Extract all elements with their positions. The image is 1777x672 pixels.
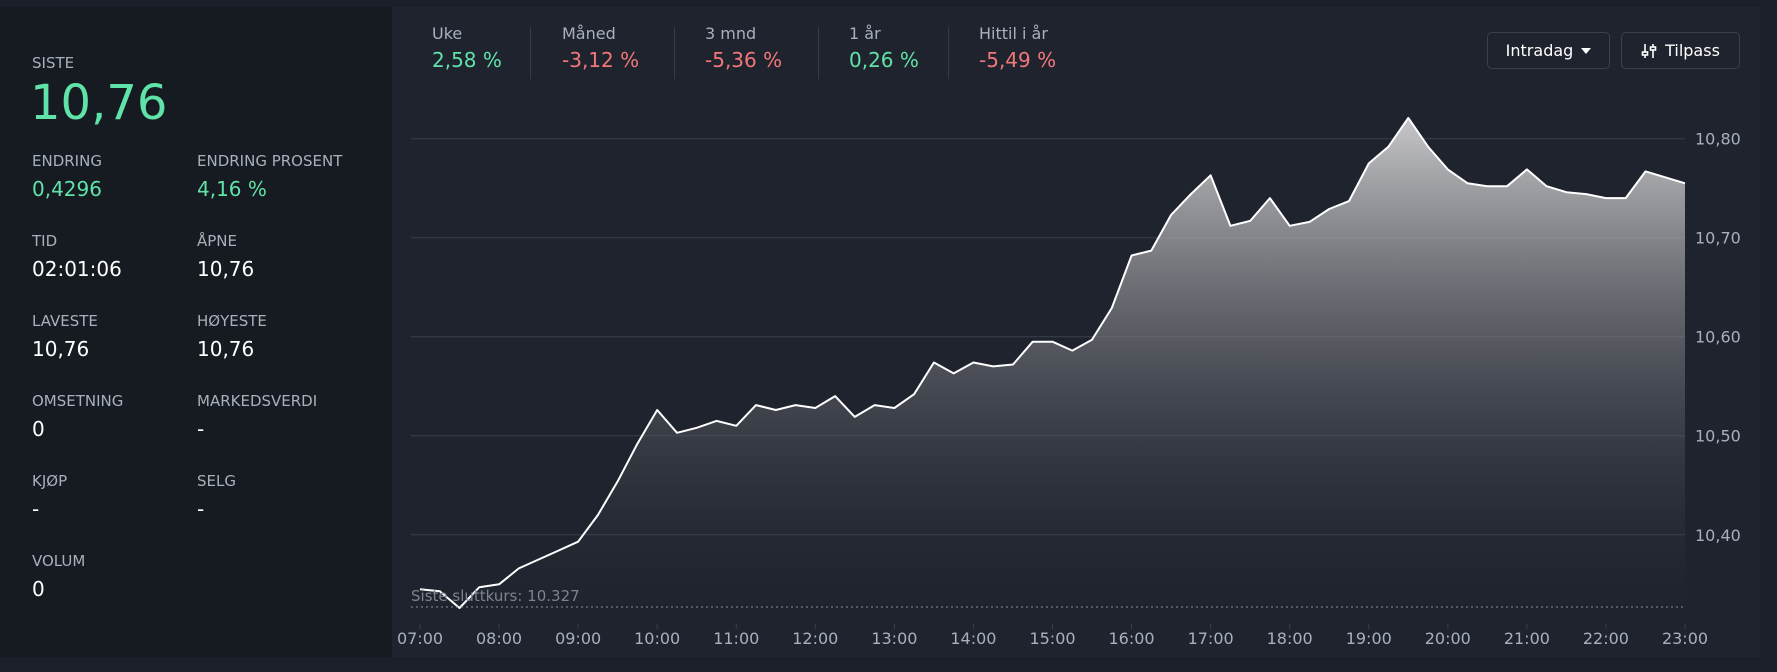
x-tick-label: 23:00: [1662, 629, 1708, 648]
x-tick-label: 11:00: [713, 629, 759, 648]
stat-label: MARKEDSVERDI: [197, 392, 318, 410]
y-tick-label: 10,60: [1695, 328, 1741, 347]
stat-label: VOLUM: [32, 552, 86, 570]
stat-value: 4,16 %: [197, 177, 267, 201]
stat-value: 02:01:06: [32, 257, 122, 281]
x-tick-label: 07:00: [397, 629, 443, 648]
stat-label: HØYESTE: [197, 312, 267, 330]
x-tick-label: 20:00: [1425, 629, 1471, 648]
x-tick-label: 13:00: [871, 629, 917, 648]
period-label: Uke: [432, 24, 463, 43]
separator: [948, 27, 949, 79]
stat-value: -: [32, 497, 40, 521]
period-value: -5,36 %: [705, 48, 783, 72]
range-button[interactable]: Intradag: [1487, 32, 1610, 69]
stat-label: TID: [32, 232, 58, 250]
last-value: 10,76: [30, 75, 168, 131]
customize-button[interactable]: Tilpass: [1621, 32, 1740, 69]
period-value: 2,58 %: [432, 48, 502, 72]
y-tick-label: 10,70: [1695, 229, 1741, 248]
area-fill: [420, 117, 1685, 613]
reference-label: Siste sluttkurs: 10.327: [411, 587, 580, 605]
x-tick-label: 12:00: [792, 629, 838, 648]
x-tick-label: 19:00: [1346, 629, 1392, 648]
x-tick-label: 08:00: [476, 629, 522, 648]
period-value: -3,12 %: [562, 48, 640, 72]
stat-value: -: [197, 417, 205, 441]
x-tick-label: 15:00: [1029, 629, 1075, 648]
x-tick-label: 16:00: [1109, 629, 1155, 648]
separator: [818, 27, 819, 79]
stat-label: KJØP: [32, 472, 68, 490]
x-tick-label: 17:00: [1188, 629, 1234, 648]
caret: [1581, 47, 1592, 54]
stat-value: 0: [32, 417, 45, 441]
stat-value: -: [197, 497, 205, 521]
x-tick-label: 14:00: [950, 629, 996, 648]
x-tick-label: 18:00: [1267, 629, 1313, 648]
stats-panel: SISTE 10,76 ENDRING 0,4296 ENDRING PROSENT…: [0, 7, 392, 657]
y-tick-label: 10,50: [1695, 427, 1741, 446]
period-value: -5,49 %: [979, 48, 1057, 72]
x-tick-label: 22:00: [1583, 629, 1629, 648]
x-tick-label: 10:00: [634, 629, 680, 648]
stat-label: LAVESTE: [32, 312, 98, 330]
y-tick-label: 10,40: [1695, 526, 1741, 545]
sliders-icon: [1641, 43, 1657, 58]
price-line: [419, 116, 1686, 609]
chart-panel: Intradag Tilpass 10,40 10,50 10,60 10,70 10,…: [392, 7, 1760, 657]
customize-text: Tilpass: [1665, 41, 1720, 60]
stat-label: ÅPNE: [197, 232, 238, 250]
period-label: 3 mnd: [705, 24, 757, 43]
x-tick-label: 09:00: [555, 629, 601, 648]
stat-value: 10,76: [197, 257, 255, 281]
last-label: SISTE: [32, 54, 75, 72]
range-text: Intradag: [1505, 41, 1574, 60]
stat-value: 10,76: [32, 337, 90, 361]
stat-value: 0,4296: [32, 177, 102, 201]
period-label: Måned: [562, 24, 616, 43]
stat-value: 0: [32, 577, 45, 601]
period-label: 1 år: [849, 24, 881, 43]
stat-label: ENDRING: [32, 152, 102, 170]
stat-label: ENDRING PROSENT: [197, 152, 343, 170]
separator: [530, 27, 531, 79]
chart: 10,40 10,50 10,60 10,70 10,80 07:00 08:00 09:00…: [397, 116, 1741, 648]
stat-label: OMSETNING: [32, 392, 124, 410]
stat-label: SELG: [197, 472, 236, 490]
stat-value: 10,76: [197, 337, 255, 361]
y-tick-label: 10,80: [1695, 130, 1741, 149]
x-tick-label: 21:00: [1504, 629, 1550, 648]
period-value: 0,26 %: [849, 48, 919, 72]
period-label: Hittil i år: [979, 24, 1048, 43]
separator: [674, 27, 675, 79]
